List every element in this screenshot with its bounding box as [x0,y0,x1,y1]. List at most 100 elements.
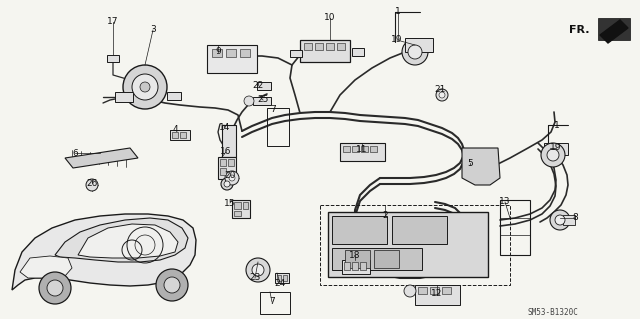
Bar [226,49,236,57]
Bar [337,43,345,50]
Text: 22: 22 [252,80,264,90]
Polygon shape [600,20,628,43]
Bar [430,287,439,294]
Bar [275,273,289,283]
Bar [332,248,422,270]
Polygon shape [462,148,500,185]
Text: FR.: FR. [570,25,590,35]
Bar [290,50,302,57]
Text: 26: 26 [86,179,98,188]
Bar [300,40,350,62]
Text: 15: 15 [224,198,236,207]
Text: 9: 9 [215,48,221,56]
Circle shape [224,181,230,187]
Text: 16: 16 [220,147,232,157]
Bar [234,202,241,209]
Bar [352,146,359,152]
Text: 24: 24 [275,278,285,287]
Text: SM53-B1320C: SM53-B1320C [527,308,578,317]
Bar [253,97,271,105]
Text: 6: 6 [72,149,78,158]
Bar [218,157,236,179]
Bar [167,92,181,100]
Circle shape [402,39,428,65]
Bar [212,49,222,57]
Bar [220,159,226,166]
Bar [222,125,236,157]
Bar [277,275,281,281]
Text: 7: 7 [269,298,275,307]
Bar [405,38,433,52]
Text: 25: 25 [257,95,269,105]
Text: 3: 3 [150,26,156,34]
Polygon shape [65,148,138,168]
Bar [220,168,226,175]
Bar [170,130,190,140]
Circle shape [132,74,158,100]
Bar [320,205,510,285]
Text: 11: 11 [356,145,368,154]
Bar [360,262,366,270]
Circle shape [436,89,448,101]
Text: 13: 13 [499,197,511,206]
Circle shape [408,45,422,59]
Circle shape [244,96,254,106]
Text: 1: 1 [554,121,560,130]
Text: 19: 19 [550,144,562,152]
Bar [370,146,377,152]
Bar [442,287,451,294]
Circle shape [439,92,445,98]
Bar [304,43,312,50]
Bar [345,250,370,268]
Bar [418,287,427,294]
Text: 14: 14 [220,123,230,132]
Bar [180,132,186,138]
Text: 5: 5 [467,159,473,167]
Text: 4: 4 [172,125,178,135]
Polygon shape [598,18,630,40]
Bar [544,143,568,155]
Bar [392,216,447,244]
Text: 20: 20 [224,170,236,180]
Circle shape [39,272,71,304]
Circle shape [140,82,150,92]
Bar [228,159,234,166]
Circle shape [547,149,559,161]
Circle shape [86,179,98,191]
Bar [207,45,257,73]
Bar [107,55,119,62]
Bar [332,216,387,244]
Polygon shape [55,218,188,262]
Text: 1: 1 [395,8,401,17]
Text: 23: 23 [250,273,260,283]
Text: 19: 19 [391,35,403,44]
Bar [352,262,358,270]
Circle shape [229,175,235,181]
Bar [563,215,575,225]
Bar [352,48,364,56]
Bar [260,292,290,314]
Bar [500,200,530,255]
Circle shape [221,178,233,190]
Circle shape [541,143,565,167]
Bar [328,212,488,277]
Circle shape [555,215,565,225]
Bar [415,285,460,305]
Text: 17: 17 [108,18,119,26]
Circle shape [252,264,264,276]
Bar [283,275,287,281]
Bar [257,82,271,90]
Bar [340,143,385,161]
Text: 18: 18 [349,250,361,259]
Circle shape [123,65,167,109]
Bar [315,43,323,50]
Bar [374,250,399,268]
Circle shape [225,171,239,185]
Polygon shape [20,256,72,278]
Bar [342,260,370,274]
Text: 7: 7 [270,106,276,115]
Polygon shape [12,214,196,290]
Text: 10: 10 [324,13,336,23]
Bar [243,202,248,209]
Circle shape [404,285,416,297]
